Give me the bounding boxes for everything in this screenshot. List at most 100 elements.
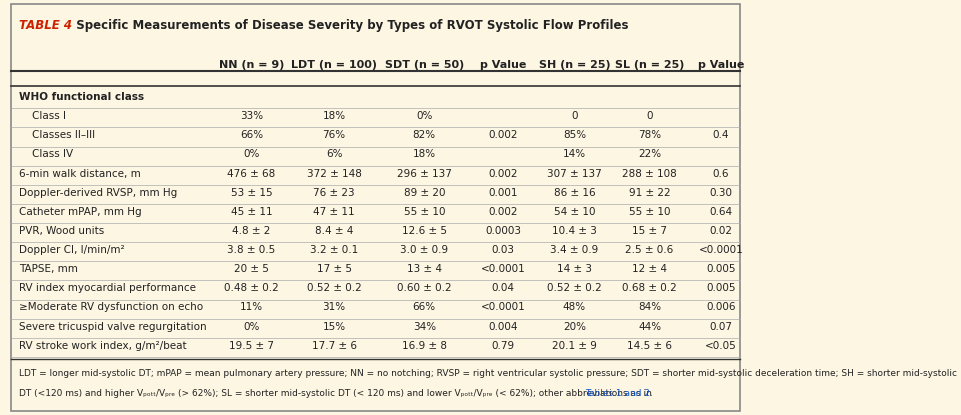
- Text: 76 ± 23: 76 ± 23: [313, 188, 355, 198]
- Text: <0.0001: <0.0001: [480, 264, 525, 274]
- Text: 20%: 20%: [562, 322, 585, 332]
- Text: 3.4 ± 0.9: 3.4 ± 0.9: [550, 245, 598, 255]
- Text: 288 ± 108: 288 ± 108: [622, 168, 677, 178]
- Text: 0.004: 0.004: [488, 322, 517, 332]
- Text: LDT = longer mid-systolic DT; mPAP = mean pulmonary artery pressure; NN = no not: LDT = longer mid-systolic DT; mPAP = mea…: [19, 369, 956, 378]
- Text: 3.2 ± 0.1: 3.2 ± 0.1: [309, 245, 357, 255]
- Text: 14.5 ± 6: 14.5 ± 6: [627, 341, 672, 351]
- Text: p Value: p Value: [480, 60, 526, 70]
- Text: 0%: 0%: [243, 149, 259, 159]
- Text: 0: 0: [571, 111, 578, 121]
- Text: 11%: 11%: [239, 303, 263, 312]
- Text: 0.48 ± 0.2: 0.48 ± 0.2: [224, 283, 279, 293]
- Text: 22%: 22%: [637, 149, 660, 159]
- Text: 91 ± 22: 91 ± 22: [628, 188, 670, 198]
- Text: 0.0003: 0.0003: [484, 226, 521, 236]
- Text: 89 ± 20: 89 ± 20: [403, 188, 445, 198]
- Text: 78%: 78%: [637, 130, 660, 140]
- Text: 15 ± 7: 15 ± 7: [631, 226, 666, 236]
- Text: 44%: 44%: [637, 322, 660, 332]
- Text: 6-min walk distance, m: 6-min walk distance, m: [19, 168, 140, 178]
- Text: 296 ± 137: 296 ± 137: [397, 168, 452, 178]
- Text: ≥Moderate RV dysfunction on echo: ≥Moderate RV dysfunction on echo: [19, 303, 203, 312]
- Text: 4.8 ± 2: 4.8 ± 2: [233, 226, 270, 236]
- Text: 0.52 ± 0.2: 0.52 ± 0.2: [547, 283, 602, 293]
- Text: 20 ± 5: 20 ± 5: [234, 264, 269, 274]
- Text: 372 ± 148: 372 ± 148: [307, 168, 361, 178]
- Text: 0.03: 0.03: [491, 245, 514, 255]
- Text: 18%: 18%: [322, 111, 345, 121]
- Text: 55 ± 10: 55 ± 10: [628, 207, 670, 217]
- Text: 86 ± 16: 86 ± 16: [554, 188, 595, 198]
- Text: 76%: 76%: [322, 130, 345, 140]
- Text: SDT (n = 50): SDT (n = 50): [384, 60, 463, 70]
- Text: 0%: 0%: [416, 111, 432, 121]
- Text: Severe tricuspid valve regurgitation: Severe tricuspid valve regurgitation: [19, 322, 207, 332]
- Text: Class I: Class I: [33, 111, 66, 121]
- Text: 33%: 33%: [239, 111, 263, 121]
- Text: 307 ± 137: 307 ± 137: [547, 168, 602, 178]
- Text: Tables 1 and 2.: Tables 1 and 2.: [584, 389, 653, 398]
- Text: 85%: 85%: [562, 130, 585, 140]
- Text: 19.5 ± 7: 19.5 ± 7: [229, 341, 274, 351]
- Text: 66%: 66%: [412, 303, 435, 312]
- Text: 0.4: 0.4: [712, 130, 728, 140]
- Text: <0.0001: <0.0001: [698, 245, 743, 255]
- FancyBboxPatch shape: [12, 4, 739, 411]
- Text: 0.02: 0.02: [708, 226, 731, 236]
- Text: 18%: 18%: [412, 149, 435, 159]
- Text: 45 ± 11: 45 ± 11: [231, 207, 272, 217]
- Text: SL (n = 25): SL (n = 25): [614, 60, 683, 70]
- Text: Classes II–III: Classes II–III: [33, 130, 95, 140]
- Text: 8.4 ± 4: 8.4 ± 4: [314, 226, 353, 236]
- Text: 0.60 ± 0.2: 0.60 ± 0.2: [397, 283, 451, 293]
- Text: LDT (n = 100): LDT (n = 100): [291, 60, 377, 70]
- Text: Doppler CI, l/min/m²: Doppler CI, l/min/m²: [19, 245, 124, 255]
- Text: WHO functional class: WHO functional class: [19, 92, 144, 102]
- Text: TABLE 4: TABLE 4: [19, 19, 72, 32]
- Text: 12 ± 4: 12 ± 4: [631, 264, 666, 274]
- Text: 55 ± 10: 55 ± 10: [403, 207, 445, 217]
- Text: 16.9 ± 8: 16.9 ± 8: [402, 341, 446, 351]
- Text: p Value: p Value: [697, 60, 743, 70]
- Text: 15%: 15%: [322, 322, 345, 332]
- Text: <0.0001: <0.0001: [480, 303, 525, 312]
- Text: NN (n = 9): NN (n = 9): [219, 60, 283, 70]
- Text: 0.005: 0.005: [705, 264, 735, 274]
- Text: 0.001: 0.001: [488, 188, 517, 198]
- Text: 13 ± 4: 13 ± 4: [407, 264, 441, 274]
- Text: 17.7 ± 6: 17.7 ± 6: [311, 341, 357, 351]
- Text: PVR, Wood units: PVR, Wood units: [19, 226, 104, 236]
- Text: 0: 0: [646, 111, 653, 121]
- Text: 10.4 ± 3: 10.4 ± 3: [552, 226, 596, 236]
- Text: 0.002: 0.002: [488, 168, 517, 178]
- Text: RV stroke work index, g/m²/beat: RV stroke work index, g/m²/beat: [19, 341, 186, 351]
- Text: 53 ± 15: 53 ± 15: [231, 188, 272, 198]
- Text: 0.64: 0.64: [708, 207, 731, 217]
- Text: 82%: 82%: [412, 130, 435, 140]
- Text: 0.002: 0.002: [488, 130, 517, 140]
- Text: 0.006: 0.006: [705, 303, 735, 312]
- Text: 0.30: 0.30: [708, 188, 731, 198]
- Text: 3.0 ± 0.9: 3.0 ± 0.9: [400, 245, 448, 255]
- Text: 31%: 31%: [322, 303, 345, 312]
- Text: Specific Measurements of Disease Severity by Types of RVOT Systolic Flow Profile: Specific Measurements of Disease Severit…: [67, 19, 628, 32]
- Text: DT (<120 ms) and higher Vₚₒₜₜ/Vₚᵣₑ (> 62%); SL = shorter mid-systolic DT (< 120 : DT (<120 ms) and higher Vₚₒₜₜ/Vₚᵣₑ (> 62…: [19, 389, 653, 398]
- Text: 17 ± 5: 17 ± 5: [316, 264, 352, 274]
- Text: SH (n = 25): SH (n = 25): [538, 60, 609, 70]
- Text: Doppler-derived RVSP, mm Hg: Doppler-derived RVSP, mm Hg: [19, 188, 177, 198]
- Text: 14 ± 3: 14 ± 3: [556, 264, 591, 274]
- Text: 54 ± 10: 54 ± 10: [554, 207, 595, 217]
- Text: 34%: 34%: [412, 322, 435, 332]
- Text: TAPSE, mm: TAPSE, mm: [19, 264, 78, 274]
- Text: 0%: 0%: [243, 322, 259, 332]
- Text: 0.79: 0.79: [491, 341, 514, 351]
- Text: 0.68 ± 0.2: 0.68 ± 0.2: [622, 283, 677, 293]
- Text: 20.1 ± 9: 20.1 ± 9: [552, 341, 596, 351]
- Text: 0.04: 0.04: [491, 283, 514, 293]
- Text: 0.002: 0.002: [488, 207, 517, 217]
- Text: 0.52 ± 0.2: 0.52 ± 0.2: [307, 283, 361, 293]
- Text: 47 ± 11: 47 ± 11: [313, 207, 355, 217]
- Text: 14%: 14%: [562, 149, 585, 159]
- Text: 66%: 66%: [239, 130, 263, 140]
